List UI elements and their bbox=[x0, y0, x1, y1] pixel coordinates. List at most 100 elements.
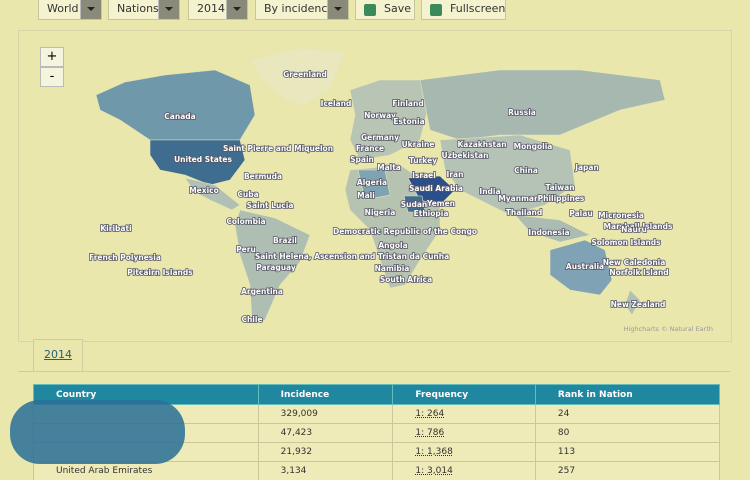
cell: 1: 3,014 bbox=[392, 461, 536, 480]
map-label: Nauru bbox=[621, 225, 647, 234]
map-label: Cuba bbox=[237, 190, 258, 199]
europe bbox=[349, 79, 431, 161]
australia bbox=[549, 239, 613, 296]
cell: 329,009 bbox=[257, 404, 394, 424]
asia bbox=[439, 134, 576, 216]
cell: 3,134 bbox=[257, 461, 394, 480]
canada bbox=[95, 69, 256, 141]
col-header[interactable]: Frequency bbox=[392, 384, 536, 405]
map-label: Saint Helena, Ascension and Tristan da C… bbox=[255, 252, 449, 261]
cell: 257 bbox=[534, 461, 721, 480]
map-label: Spain bbox=[350, 155, 374, 164]
map-label: China bbox=[514, 166, 538, 175]
fullscreen-button[interactable]: Fullscreen bbox=[421, 0, 506, 20]
select-text: World bbox=[47, 2, 79, 15]
map-label: Yemen bbox=[426, 199, 455, 208]
map-panel bbox=[18, 30, 732, 342]
region-select[interactable]: World bbox=[38, 0, 102, 20]
map-label: Uzbekistan bbox=[442, 151, 489, 160]
map-label: Finland bbox=[392, 99, 423, 108]
zoom-out[interactable]: - bbox=[40, 67, 64, 87]
button-text: Fullscreen bbox=[450, 2, 506, 15]
map-label: Germany bbox=[361, 133, 399, 142]
central-america bbox=[184, 177, 241, 211]
map-label: Sudan bbox=[401, 200, 428, 209]
tab-line bbox=[18, 371, 730, 372]
map-label: Malta bbox=[377, 163, 401, 172]
map-label: Japan bbox=[574, 163, 599, 172]
map-label: Turkey bbox=[409, 156, 437, 165]
map-label: Australia bbox=[566, 262, 604, 271]
col-header[interactable]: Country bbox=[33, 384, 259, 405]
greenland bbox=[249, 47, 346, 106]
select-text: 2014 bbox=[197, 2, 225, 15]
button-text: Save bbox=[384, 2, 412, 15]
map-label: Iceland bbox=[321, 99, 352, 108]
metric-select[interactable]: By incidence bbox=[255, 0, 349, 20]
cell: 24 bbox=[534, 404, 721, 424]
map-label: Marshall Islands bbox=[604, 222, 673, 231]
level-select[interactable]: Nations bbox=[108, 0, 180, 20]
map-label: Palau bbox=[569, 209, 592, 218]
map-label: Norfolk Island bbox=[609, 268, 668, 277]
sudan bbox=[403, 195, 426, 213]
map-label: Thailand bbox=[506, 208, 542, 217]
cell: 1: 1,368 bbox=[392, 442, 536, 462]
col-header[interactable]: Rank in Nation bbox=[534, 384, 721, 405]
map-label: Peru bbox=[236, 245, 256, 254]
watermark-logo bbox=[10, 400, 185, 464]
map-label: Saint Lucia bbox=[247, 201, 294, 210]
map-label: Ethiopia bbox=[414, 209, 449, 218]
select-text: By incidence bbox=[264, 2, 335, 15]
map-label: Taiwan bbox=[545, 183, 574, 192]
map: Greenland Iceland Finland Russia Norway … bbox=[88, 47, 713, 333]
cell: 21,932 bbox=[257, 442, 394, 462]
cell: 1: 786 bbox=[392, 423, 536, 443]
map-label: United States bbox=[174, 155, 232, 164]
cell: 80 bbox=[534, 423, 721, 443]
map-label: Argentina bbox=[241, 287, 283, 296]
map-label: Greenland bbox=[283, 70, 327, 79]
map-label: Solomon Islands bbox=[591, 238, 661, 247]
map-label: New Zealand bbox=[611, 300, 666, 309]
cell: 1: 264 bbox=[392, 404, 536, 424]
zoom-in[interactable]: + bbox=[40, 47, 64, 67]
country-cell: United Arab Emirates bbox=[33, 461, 259, 480]
map-label: Israel bbox=[412, 171, 436, 180]
algeria bbox=[357, 169, 391, 201]
map-label: Iran bbox=[447, 170, 464, 179]
map-label: Mexico bbox=[189, 186, 219, 195]
map-label: French Polynesia bbox=[89, 253, 161, 262]
indonesia bbox=[514, 214, 591, 243]
map-label: Norway bbox=[364, 111, 396, 120]
map-label: Angola bbox=[378, 241, 407, 250]
col-header[interactable]: Incidence bbox=[257, 384, 394, 405]
map-label: Estonia bbox=[393, 117, 424, 126]
cell: 113 bbox=[534, 442, 721, 462]
map-label: Micronesia bbox=[598, 211, 644, 220]
select-text: Nations bbox=[117, 2, 159, 15]
map-label: South Africa bbox=[380, 275, 432, 284]
map-label: Chile bbox=[241, 315, 262, 324]
map-label: Canada bbox=[164, 112, 195, 121]
map-label: Russia bbox=[508, 108, 536, 117]
map-label: France bbox=[356, 144, 384, 153]
map-label: Namibia bbox=[375, 264, 410, 273]
map-label: Saint Pierre and Miquelon bbox=[223, 144, 333, 153]
map-label: Indonesia bbox=[528, 228, 569, 237]
map-label: Saudi Arabia bbox=[409, 184, 463, 193]
save-button[interactable]: Save bbox=[355, 0, 415, 20]
cell: 47,423 bbox=[257, 423, 394, 443]
map-label: Mongolia bbox=[514, 142, 553, 151]
map-label: Brazil bbox=[273, 236, 297, 245]
map-label: New Caledonia bbox=[603, 258, 666, 267]
map-label: Kiribati bbox=[100, 224, 131, 233]
map-label: Philippines bbox=[538, 194, 585, 203]
year-tab[interactable]: 2014 bbox=[33, 339, 83, 372]
russia bbox=[419, 69, 666, 141]
map-credit: Highcharts © Natural Earth bbox=[624, 325, 713, 333]
year-select[interactable]: 2014 bbox=[188, 0, 248, 20]
row: United Arab Emirates 3,134 1: 3,014 257 bbox=[33, 461, 721, 480]
map-label: Kazakhstan bbox=[457, 140, 506, 149]
